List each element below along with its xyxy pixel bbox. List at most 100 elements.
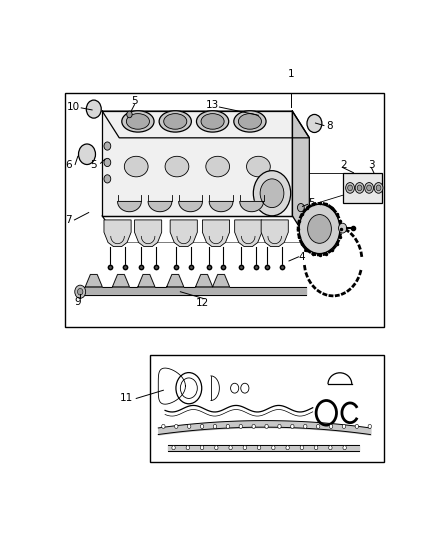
Text: 12: 12 [196, 298, 209, 308]
Polygon shape [85, 274, 102, 287]
Circle shape [291, 424, 294, 429]
Circle shape [355, 183, 364, 193]
Polygon shape [138, 274, 155, 287]
Polygon shape [235, 220, 262, 247]
Circle shape [339, 223, 346, 233]
Circle shape [86, 100, 101, 118]
Circle shape [342, 424, 346, 429]
Polygon shape [261, 220, 288, 247]
Bar [65, 93, 384, 327]
Polygon shape [104, 220, 131, 247]
Polygon shape [212, 274, 230, 287]
Ellipse shape [165, 156, 189, 177]
Text: 13: 13 [206, 100, 219, 110]
Circle shape [307, 115, 322, 133]
Ellipse shape [124, 156, 148, 177]
Ellipse shape [197, 111, 229, 132]
Text: 5: 5 [131, 96, 138, 106]
Circle shape [343, 446, 346, 450]
Circle shape [215, 446, 218, 450]
Circle shape [286, 446, 290, 450]
Polygon shape [113, 274, 130, 287]
Ellipse shape [206, 156, 230, 177]
Polygon shape [134, 220, 162, 247]
Text: 9: 9 [74, 297, 81, 307]
Circle shape [307, 215, 332, 243]
Text: 8: 8 [326, 122, 333, 131]
Polygon shape [240, 201, 264, 212]
Circle shape [346, 183, 354, 193]
Circle shape [260, 179, 284, 207]
Polygon shape [117, 201, 141, 212]
Text: 10: 10 [67, 102, 80, 112]
Circle shape [127, 111, 132, 118]
Polygon shape [196, 274, 212, 287]
Text: 3: 3 [368, 159, 375, 169]
Circle shape [104, 142, 111, 150]
Circle shape [278, 424, 281, 429]
Ellipse shape [159, 111, 191, 132]
Circle shape [213, 424, 217, 429]
Circle shape [78, 144, 95, 165]
Circle shape [200, 446, 204, 450]
Circle shape [258, 446, 261, 450]
Ellipse shape [238, 114, 261, 129]
Circle shape [368, 424, 371, 429]
Polygon shape [293, 111, 309, 243]
Polygon shape [209, 201, 233, 212]
Circle shape [104, 158, 111, 166]
Text: 2: 2 [340, 159, 346, 169]
Circle shape [175, 424, 178, 429]
Polygon shape [102, 111, 309, 138]
Circle shape [252, 424, 255, 429]
Polygon shape [170, 220, 197, 247]
Ellipse shape [234, 111, 266, 132]
Circle shape [104, 175, 111, 183]
Ellipse shape [122, 111, 154, 132]
Circle shape [272, 446, 275, 450]
Bar [343, 173, 381, 204]
Circle shape [297, 204, 304, 212]
Polygon shape [202, 220, 230, 247]
Text: 6: 6 [65, 159, 72, 169]
Circle shape [265, 424, 268, 429]
Text: 5: 5 [91, 159, 97, 169]
Circle shape [314, 446, 318, 450]
Text: 7: 7 [65, 215, 72, 225]
Polygon shape [167, 274, 184, 287]
Circle shape [239, 424, 243, 429]
Circle shape [75, 285, 86, 298]
Circle shape [186, 446, 190, 450]
Circle shape [365, 183, 374, 193]
Circle shape [253, 171, 291, 216]
Bar [150, 356, 384, 462]
Polygon shape [179, 201, 202, 212]
Circle shape [355, 424, 359, 429]
Circle shape [376, 185, 381, 191]
Circle shape [78, 288, 83, 295]
Ellipse shape [201, 114, 224, 129]
Circle shape [162, 424, 165, 429]
Circle shape [357, 185, 362, 191]
Circle shape [367, 185, 371, 191]
Circle shape [300, 446, 304, 450]
Circle shape [243, 446, 247, 450]
Polygon shape [148, 201, 172, 212]
Ellipse shape [247, 156, 270, 177]
Text: 1: 1 [287, 69, 294, 79]
Circle shape [348, 185, 353, 191]
Circle shape [304, 424, 307, 429]
Circle shape [317, 424, 320, 429]
Ellipse shape [127, 114, 149, 129]
Text: 11: 11 [120, 393, 133, 403]
Text: 4: 4 [299, 252, 305, 262]
Text: 5: 5 [308, 198, 314, 208]
Circle shape [329, 424, 333, 429]
Circle shape [172, 446, 175, 450]
Circle shape [187, 424, 191, 429]
Polygon shape [102, 111, 293, 216]
Ellipse shape [164, 114, 187, 129]
Circle shape [374, 183, 383, 193]
Circle shape [299, 204, 340, 254]
Circle shape [226, 424, 230, 429]
